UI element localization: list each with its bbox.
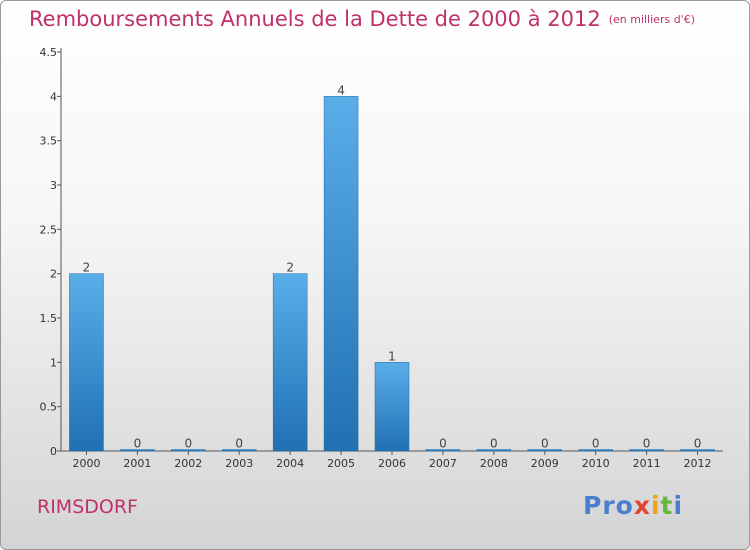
bar-2003 [221, 449, 257, 452]
commune-name: RIMSDORF [37, 496, 138, 518]
title-text: Remboursements Annuels de la Dette de 20… [29, 7, 601, 31]
bar-2007 [425, 449, 461, 452]
bar-2012 [680, 449, 715, 452]
y-axis: 0 0.5 1 1.5 2 2.5 3 3.5 4 4.5 [40, 46, 62, 458]
y-tick-label: 1.5 [40, 312, 58, 325]
x-tick-label: 2007 [429, 457, 457, 470]
value-label: 0 [134, 437, 142, 451]
value-label: 0 [235, 437, 243, 451]
value-label: 0 [541, 437, 549, 451]
value-label: 0 [439, 437, 447, 451]
value-label: 0 [694, 437, 702, 451]
y-tick-label: 2 [50, 268, 57, 281]
unit-label: (en milliers d'€) [608, 13, 695, 26]
value-label: 0 [592, 437, 600, 451]
x-tick-label: 2003 [225, 457, 253, 470]
value-label: 0 [490, 437, 498, 451]
chart-title: Remboursements Annuels de la Dette de 20… [29, 7, 695, 31]
y-tick-label: 0.5 [40, 401, 58, 414]
x-tick-label: 2005 [327, 457, 355, 470]
bar-2011 [629, 449, 664, 452]
proxiti-logo[interactable]: Proxiti [583, 491, 683, 520]
bar-2009 [527, 449, 563, 452]
x-tick-label: 2009 [531, 457, 559, 470]
x-tick-label: 2000 [72, 457, 100, 470]
x-tick-label: 2012 [684, 457, 712, 470]
logo-part: t [660, 491, 674, 520]
x-axis: 2000 2001 2002 2003 2004 2005 2006 2007 2008 2009… [61, 450, 723, 470]
value-label: 4 [337, 83, 345, 97]
logo-part: x [633, 491, 651, 520]
value-label: 0 [643, 437, 651, 451]
y-tick-label: 0 [50, 445, 57, 458]
logo-part: i [650, 491, 661, 520]
x-tick-label: 2001 [123, 457, 151, 470]
value-labels: 2 0 0 0 2 4 1 0 0 0 0 0 0 [83, 83, 702, 450]
bar-2005 [323, 96, 359, 452]
y-tick-label: 3 [50, 179, 57, 192]
x-tick-label: 2010 [582, 457, 610, 470]
bar-2002 [171, 449, 206, 452]
bar-2006 [374, 362, 410, 452]
x-tick-label: 2006 [378, 457, 406, 470]
value-label: 1 [388, 349, 396, 363]
value-label: 0 [184, 437, 192, 451]
y-tick-label: 4.5 [40, 46, 58, 59]
y-tick-label: 1 [50, 356, 57, 369]
x-tick-label: 2008 [480, 457, 508, 470]
logo-part: Pro [583, 491, 634, 520]
value-label: 2 [286, 261, 294, 275]
bar-2001 [120, 449, 155, 452]
x-tick-label: 2004 [276, 457, 304, 470]
logo-part: i [673, 491, 684, 520]
bar-2010 [578, 449, 613, 452]
value-label: 2 [83, 261, 91, 275]
bar-2004 [272, 273, 308, 452]
y-tick-label: 3.5 [40, 135, 58, 148]
x-tick-label: 2011 [633, 457, 661, 470]
bar-2008 [476, 449, 512, 452]
bar-2000 [69, 273, 104, 452]
y-tick-label: 4 [50, 90, 57, 103]
y-tick-label: 2.5 [40, 223, 58, 236]
bars [69, 96, 715, 452]
x-tick-label: 2002 [174, 457, 202, 470]
